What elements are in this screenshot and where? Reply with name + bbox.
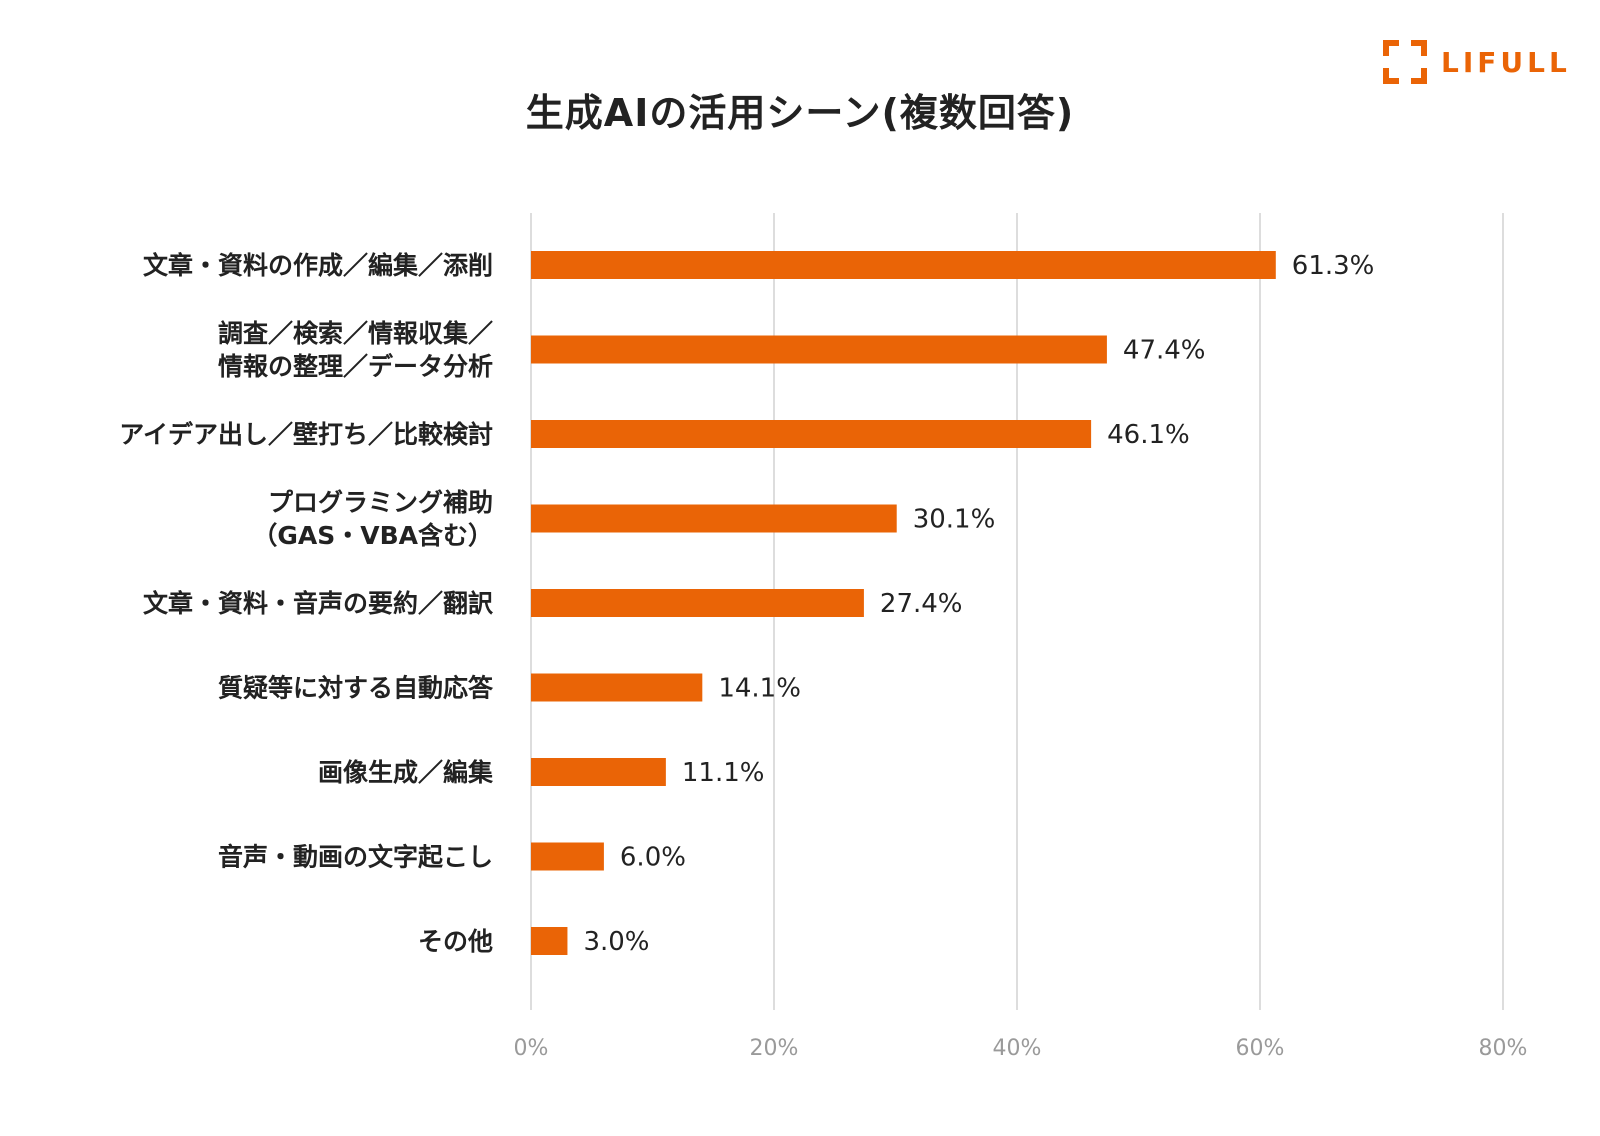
bar bbox=[531, 251, 1276, 279]
x-tick-label: 0% bbox=[514, 1036, 549, 1061]
bar bbox=[531, 842, 604, 871]
category-label: 調査／検索／情報収集／ bbox=[218, 319, 493, 348]
category-label: 画像生成／編集 bbox=[318, 758, 494, 787]
category-label: 文章・資料・音声の要約／翻訳 bbox=[143, 589, 494, 618]
x-tick-label: 80% bbox=[1479, 1036, 1528, 1061]
value-label: 6.0% bbox=[620, 843, 686, 873]
x-axis-tick-labels: 0% 20% 40% 60% 80% bbox=[514, 1036, 1528, 1061]
bar bbox=[531, 589, 864, 617]
lifull-logo-icon bbox=[1383, 40, 1427, 84]
category-label: 情報の整理／データ分析 bbox=[218, 352, 493, 381]
x-tick-label: 60% bbox=[1236, 1036, 1285, 1061]
value-label: 11.1% bbox=[682, 758, 765, 788]
bar bbox=[531, 673, 703, 702]
value-label: 46.1% bbox=[1107, 420, 1190, 450]
chart-title: 生成AIの活用シーン(複数回答) bbox=[525, 91, 1075, 135]
category-label: その他 bbox=[418, 927, 493, 956]
value-label: 30.1% bbox=[913, 505, 996, 535]
category-label: 質疑等に対する自動応答 bbox=[218, 674, 494, 703]
category-label: アイデア出し／壁打ち／比較検討 bbox=[119, 420, 493, 449]
category-label: 文章・資料の作成／編集／添削 bbox=[143, 251, 493, 280]
category-label: プログラミング補助 bbox=[268, 488, 493, 517]
value-labels: 61.3% 47.4% 46.1% 30.1% 27.4% 14.1% 11.1% 6.0% 3… bbox=[583, 251, 1374, 957]
x-tick-label: 40% bbox=[993, 1036, 1042, 1061]
value-label: 27.4% bbox=[880, 589, 963, 619]
bar bbox=[531, 758, 666, 786]
x-tick-label: 20% bbox=[750, 1036, 799, 1061]
value-label: 3.0% bbox=[583, 927, 649, 957]
value-label: 61.3% bbox=[1292, 251, 1375, 281]
bar bbox=[531, 335, 1107, 364]
bar bbox=[531, 504, 897, 533]
brand-logo: LIFULL bbox=[1383, 38, 1571, 86]
bars bbox=[531, 251, 1276, 955]
logo-text: LIFULL bbox=[1441, 45, 1571, 79]
value-label: 14.1% bbox=[718, 674, 801, 704]
category-label: （GAS・VBA含む） bbox=[252, 521, 493, 550]
value-label: 47.4% bbox=[1123, 336, 1206, 366]
bar bbox=[531, 420, 1092, 448]
bar bbox=[531, 927, 568, 955]
category-label: 音声・動画の文字起こし bbox=[218, 843, 493, 872]
